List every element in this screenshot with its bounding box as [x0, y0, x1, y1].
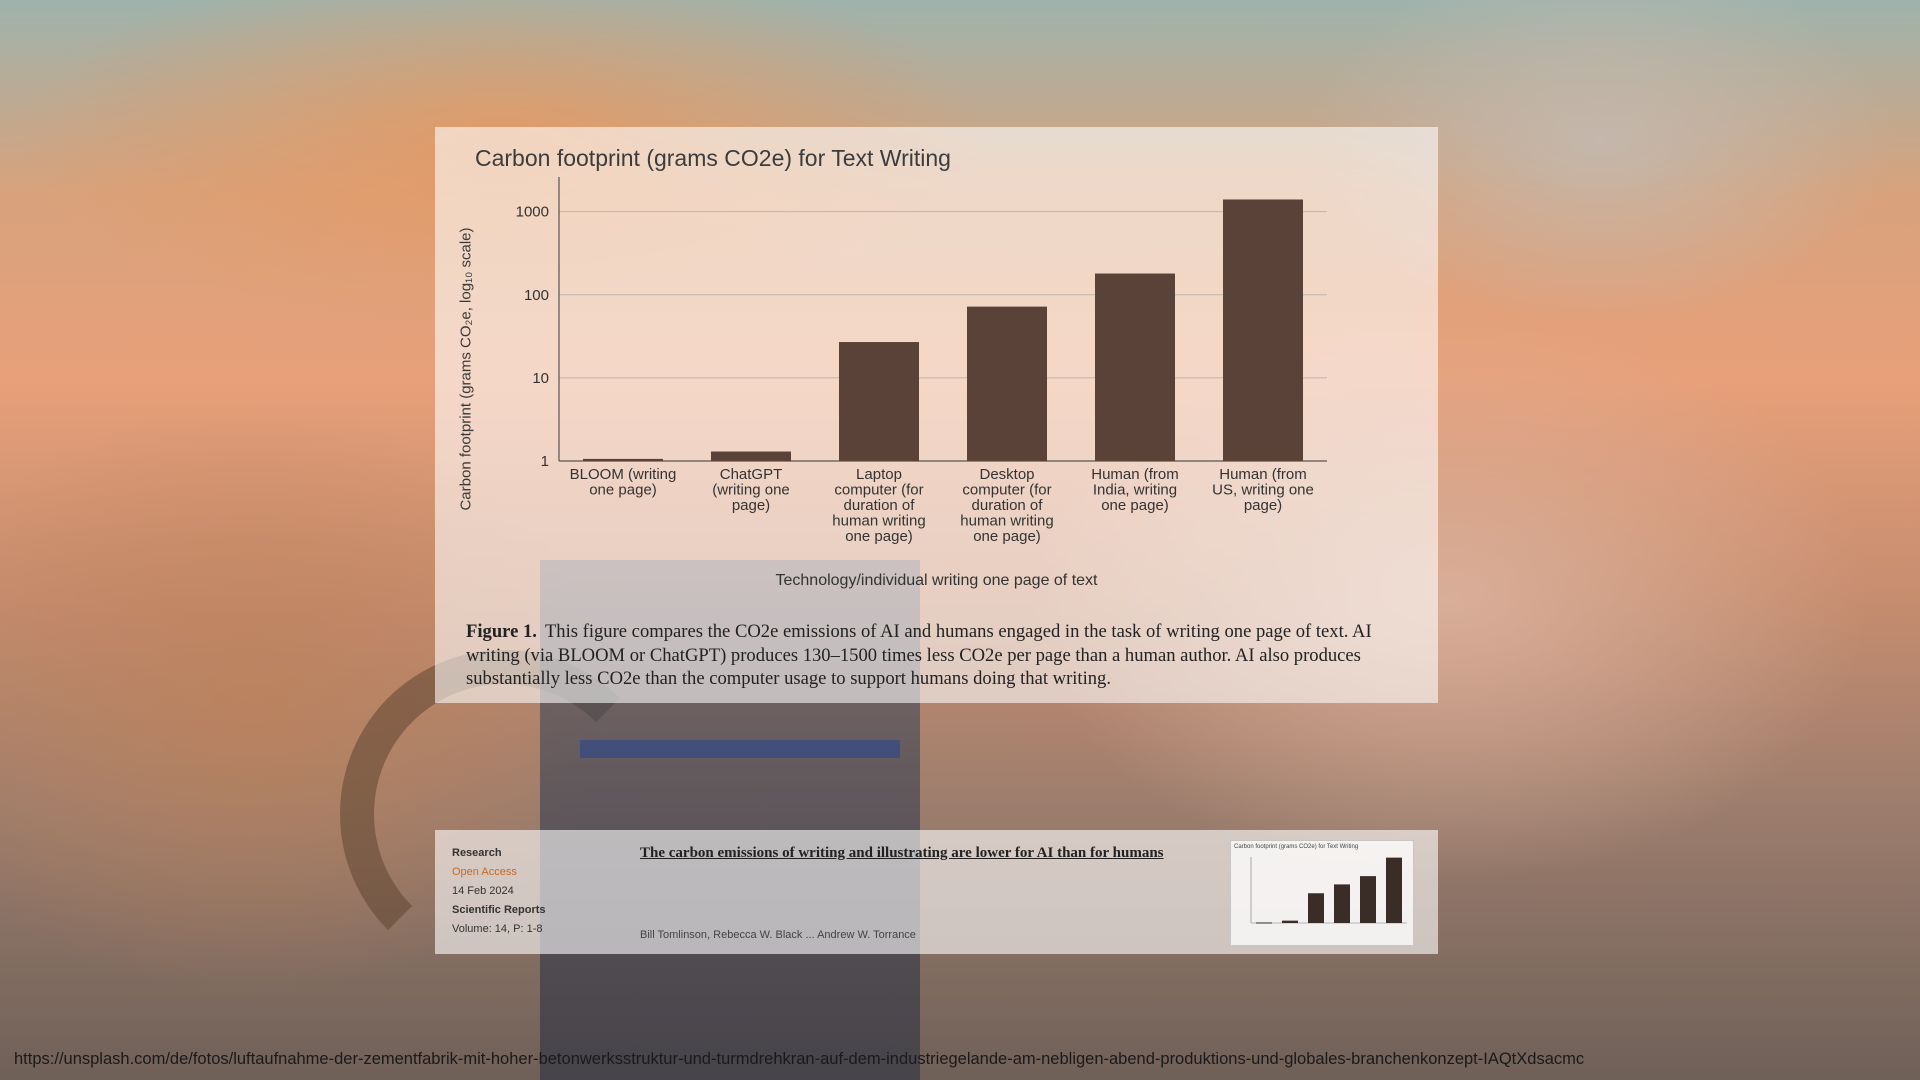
bar — [967, 306, 1047, 461]
x-tick-label: Laptop computer (for duration of human writ… — [832, 466, 925, 545]
bar — [583, 458, 663, 461]
background-tower-band — [580, 740, 900, 758]
figure-caption: Figure 1. This figure compares the CO2e e… — [466, 620, 1416, 691]
thumb-bar — [1334, 884, 1350, 923]
article-meta: Research Open Access 14 Feb 2024 Scienti… — [452, 844, 546, 939]
y-tick-label: 1000 — [516, 204, 549, 221]
x-tick-label: Human (from India, writing one page) — [1091, 466, 1179, 514]
bar — [711, 451, 791, 461]
bar-chart: 1 10 100 1000 BLOOM (writing one page) ChatGPT… — [516, 177, 1327, 545]
x-tick-label: BLOOM (writing one page) — [570, 466, 677, 499]
bar — [1223, 199, 1303, 461]
caption-text: This figure compares the CO2e emissions … — [466, 621, 1372, 689]
x-tick-label: Human (from US, writing one page) — [1212, 466, 1314, 514]
y-tick-label: 100 — [524, 287, 549, 304]
open-access-badge: Open Access — [452, 866, 517, 878]
caption-label: Figure 1. — [466, 621, 537, 642]
article-title-link[interactable]: The carbon emissions of writing and illu… — [640, 845, 1164, 861]
chart-panel: Carbon footprint (grams CO2e) for Text W… — [435, 127, 1438, 703]
thumb-bar — [1256, 922, 1272, 924]
x-tick-label: ChatGPT (writing one page) — [712, 466, 790, 514]
thumb-bar — [1386, 857, 1402, 923]
source-url[interactable]: https://unsplash.com/de/fotos/luftaufnah… — [14, 1050, 1585, 1068]
bar — [1095, 273, 1175, 461]
thumb-bar — [1308, 893, 1324, 923]
article-date: 14 Feb 2024 — [452, 885, 514, 897]
y-tick-label: 1 — [541, 453, 549, 470]
y-tick-label: 10 — [532, 370, 549, 387]
thumbnail-title: Carbon footprint (grams CO2e) for Text W… — [1234, 844, 1359, 850]
chart-title: Carbon footprint (grams CO2e) for Text W… — [475, 145, 951, 171]
journal-name: Scientific Reports — [452, 904, 546, 916]
thumb-bar — [1360, 876, 1376, 923]
thumb-bar — [1282, 920, 1298, 923]
article-thumbnail[interactable]: Carbon footprint (grams CO2e) for Text W… — [1230, 840, 1414, 946]
article-authors: Bill Tomlinson, Rebecca W. Black ... And… — [640, 929, 916, 941]
bar — [839, 342, 919, 461]
x-tick-label: Desktop computer (for duration of human wri… — [960, 466, 1053, 545]
article-volume: Volume: 14, P: 1-8 — [452, 923, 543, 935]
article-type: Research — [452, 847, 502, 859]
article-card[interactable]: Research Open Access 14 Feb 2024 Scienti… — [435, 830, 1438, 954]
x-axis-label: Technology/individual writing one page o… — [775, 572, 1098, 589]
thumbnail-chart — [1250, 857, 1407, 924]
